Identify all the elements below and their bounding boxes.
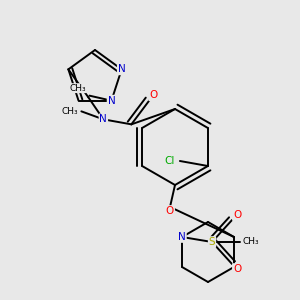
Text: S: S [209,237,215,247]
Text: N: N [100,114,107,124]
Text: CH₃: CH₃ [70,84,86,93]
Text: O: O [233,210,241,220]
Text: O: O [149,90,158,100]
Text: O: O [233,264,241,274]
Text: Cl: Cl [164,156,175,166]
Text: CH₃: CH₃ [242,238,259,247]
Text: N: N [108,96,115,106]
Text: CH₃: CH₃ [62,107,78,116]
Text: N: N [178,232,186,242]
Text: O: O [166,206,174,216]
Text: N: N [118,64,125,74]
